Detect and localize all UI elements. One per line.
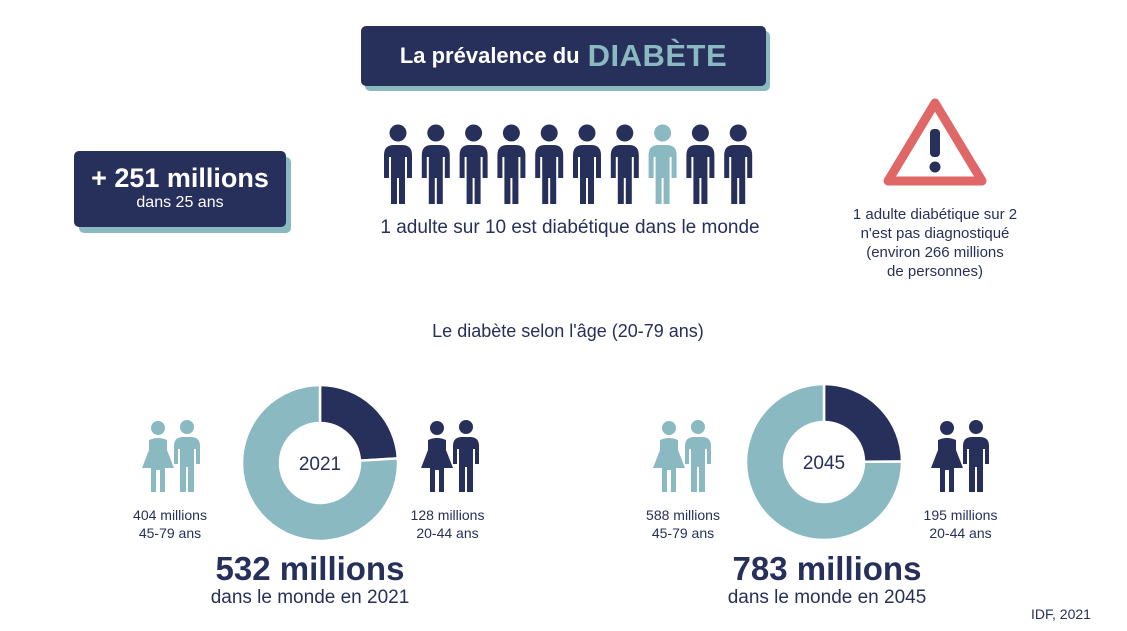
donut-slice-20-44-ans <box>822 382 904 464</box>
donut-slice-20-44-ans <box>318 383 400 462</box>
person-icon <box>686 124 715 204</box>
undiagnosed-text: 1 adulte diabétique sur 2 n'est pas diag… <box>852 206 1018 280</box>
couple-icon-older <box>142 420 200 492</box>
donut-center-label: 2045 <box>803 453 845 474</box>
donut-2045-label-older: 588 millions 45-79 ans <box>646 507 720 541</box>
growth-callout-box: + 251 millions dans 25 ans <box>74 151 286 227</box>
age-section-heading: Le diabète selon l'âge (20-79 ans) <box>432 321 704 341</box>
people-pictogram-row <box>384 124 753 204</box>
donut-center-label: 2021 <box>299 454 341 475</box>
donut-2021-label-older: 404 millions 45-79 ans <box>133 507 207 541</box>
person-icon <box>421 124 450 204</box>
page-title-accent: DIABÈTE <box>587 38 728 73</box>
donut-slice-45-79-ans <box>240 383 400 543</box>
couple-icon-younger <box>421 420 479 492</box>
donut-2021-label-younger: 128 millions 20-44 ans <box>410 507 485 541</box>
growth-subtitle: dans 25 ans <box>136 194 224 211</box>
couple-icon-older <box>653 420 711 492</box>
person-icon <box>573 124 601 204</box>
warning-triangle-icon <box>883 98 987 186</box>
person-icon-diabetic <box>648 124 677 204</box>
person-icon <box>459 124 488 204</box>
growth-callout: + 251 millions dans 25 ans <box>74 151 291 233</box>
person-icon <box>535 124 564 204</box>
person-icon <box>384 124 412 204</box>
person-icon <box>610 124 639 204</box>
total-2045-subtitle: dans le monde en 2045 <box>727 587 927 608</box>
donut-slice-45-79-ans <box>744 382 904 542</box>
growth-value: + 251 millions <box>91 163 269 193</box>
donut-chart-2045: 2045 <box>744 382 904 542</box>
donut-chart-2021: 2021 <box>240 383 400 543</box>
total-2045: 783 millions <box>732 550 922 587</box>
person-icon <box>497 124 526 204</box>
person-icon <box>724 124 753 204</box>
page-title: La prévalence du <box>399 43 580 68</box>
title-banner: La prévalence du DIABÈTE <box>361 26 770 91</box>
donut-2045-label-younger: 195 millions 20-44 ans <box>923 507 998 541</box>
total-2021: 532 millions <box>215 550 405 587</box>
source-credit: IDF, 2021 <box>1031 606 1091 622</box>
title-banner-box: La prévalence du DIABÈTE <box>361 26 766 86</box>
total-2021-subtitle: dans le monde en 2021 <box>210 587 410 608</box>
prevalence-text: 1 adulte sur 10 est diabétique dans le m… <box>380 217 760 238</box>
couple-icon-younger <box>931 420 989 492</box>
